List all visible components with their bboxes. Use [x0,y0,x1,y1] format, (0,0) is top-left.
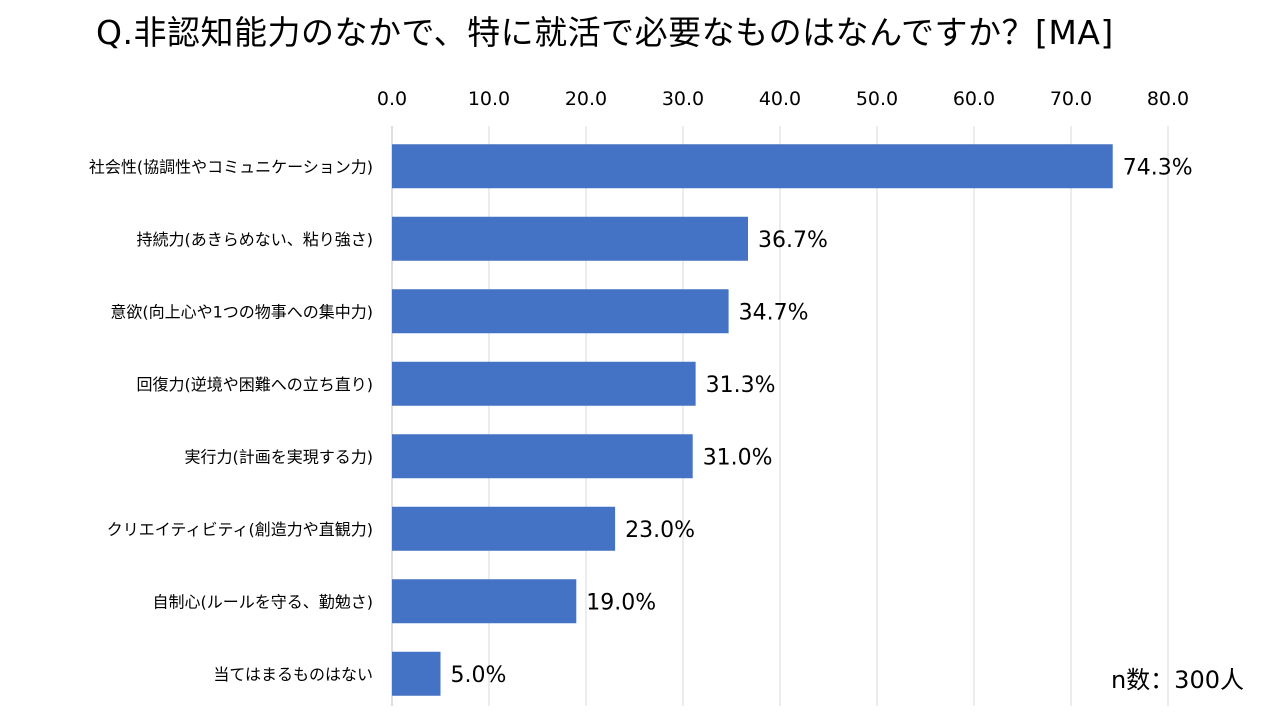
bar [392,144,1113,189]
category-label: 意欲(向上心や1つの物事への集中力) [110,302,373,321]
bar [392,216,748,261]
bar [392,579,577,624]
category-label: クリエイティビティ(創造力や直観力) [107,520,373,539]
data-label: 36.7% [758,228,828,253]
x-tick-label: 50.0 [856,88,898,110]
data-label: 34.7% [739,300,809,325]
category-label: 回復力(逆境や困難への立ち直り) [137,375,374,394]
category-label: 実行力(計画を実現する力) [185,447,374,466]
bar [392,434,693,479]
sample-size-note: n数：300人 [1110,666,1244,694]
data-label: 74.3% [1123,155,1193,180]
category-label: 自制心(ルールを守る、勤勉さ) [153,592,374,611]
x-tick-label: 10.0 [468,88,510,110]
data-label: 31.0% [703,445,773,470]
x-tick-label: 60.0 [953,88,995,110]
x-tick-label: 0.0 [377,88,407,110]
x-tick-label: 80.0 [1147,88,1189,110]
data-label: 31.3% [706,373,776,398]
data-label: 19.0% [586,590,656,615]
category-label: 当てはまるものはない [213,665,373,684]
bar [392,651,441,696]
x-tick-label: 40.0 [759,88,801,110]
x-tick-label: 70.0 [1050,88,1092,110]
x-tick-label: 30.0 [662,88,704,110]
chart-title: Q.非認知能力のなかで、特に就活で必要なものはなんですか？[MA] [96,13,1114,52]
x-axis-ticks: 0.0 10.0 20.0 30.0 40.0 50.0 60.0 70.0 80.0 [377,88,1189,110]
data-label: 5.0% [451,663,507,688]
category-labels: 社会性(協調性やコミュニケーション力) 持続力(あきらめない、粘り強さ) 意欲(向上… [89,157,373,684]
data-labels: 74.3% 36.7% 34.7% 31.3% 31.0% 23.0% 19.0% 5.0% [451,155,1193,688]
x-tick-label: 20.0 [565,88,607,110]
bars [392,144,1113,696]
category-label: 社会性(協調性やコミュニケーション力) [89,157,373,176]
bar [392,506,616,551]
category-label: 持続力(あきらめない、粘り強さ) [137,230,374,249]
data-label: 23.0% [625,518,695,543]
bar [392,361,696,406]
bar [392,289,729,334]
